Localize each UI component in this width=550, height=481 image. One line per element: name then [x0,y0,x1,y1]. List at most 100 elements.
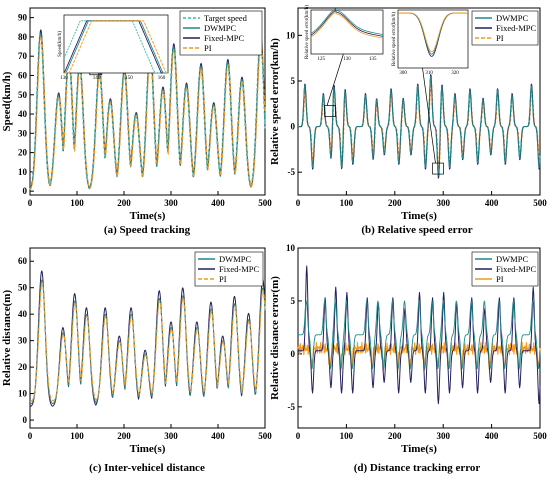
legend-label: PI [496,274,504,284]
y-tick-label: -5 [288,402,296,412]
x-tick-label: 400 [485,198,499,208]
zoom-marker-2 [432,162,444,175]
inset-tick-label: 160 [158,76,166,81]
series-dwmpc [298,75,541,177]
x-tick-label: 300 [436,431,450,441]
inset-tick-label: 320 [451,71,459,76]
legend-label: Fixed-MPC [219,264,259,274]
x-tick-label: 200 [388,431,402,441]
inset1-dwmpc [310,8,384,36]
inset-speed: 130 140 150 160 Speed(km/h) [58,14,169,81]
inset1-pi [310,12,384,39]
y-tick-label: 30 [18,336,28,346]
legend-label: DWMPC [496,254,528,264]
inset1-fixed [310,10,384,37]
legend-label: PI [204,43,212,53]
chart-inter-vehicle-distance: 0 100 200 300 400 500 0 10 20 30 40 50 60 Time(s) Rela… [1,247,272,474]
zoom-arrow-1 [326,53,344,106]
x-axis-label: Time(s) [130,210,166,222]
x-tick-label: 500 [258,431,272,441]
legend-label: DWMPC [496,13,528,23]
x-tick-label: 400 [211,431,225,441]
y-axis-label: Relative distance error(m) [269,276,281,400]
y-tick-label: -5 [288,167,296,177]
x-axis-label: Time(s) [401,443,437,455]
x-tick-label: 200 [388,198,402,208]
inset-tick-label: 310 [425,71,433,76]
x-tick-label: 500 [533,431,547,441]
plot-frame [297,7,541,196]
series-fixed-mpc [29,270,266,408]
y-tick-label: 50 [18,283,28,293]
y-tick-label: 10 [286,30,296,40]
inset2-pi [398,12,468,53]
zoom-marker-1 [324,105,336,117]
inset-ylabel: Relative speed error(km/h) [305,5,310,59]
chart-speed-tracking: 0 100 200 300 400 500 0 10 20 30 40 50 60 70 80 90 Time(… [1,7,272,236]
inset-relative-error-1: 125 130 135 Relative speed error(km/h) [305,5,384,62]
y-tick-label: 40 [18,109,28,119]
y-tick-label: 0 [23,186,28,196]
x-tick-label: 400 [211,198,225,208]
legend-label: Fixed-MPC [496,264,536,274]
y-tick-label: 60 [18,256,28,266]
x-tick-label: 200 [117,431,131,441]
inset-tick-label: 125 [318,57,326,62]
zoom-arrow-2 [422,67,436,164]
series-pi [29,281,266,402]
x-axis-label: Time(s) [130,443,166,455]
inset-frame [310,9,384,55]
y-tick-label: 60 [18,70,28,80]
inset-ylabel: Speed(km/h) [58,31,63,57]
x-tick-label: 500 [533,198,547,208]
inset-frame [63,14,169,74]
inset-tick-label: 130 [60,76,68,81]
y-tick-label: 0 [291,122,296,132]
x-tick-label: 300 [164,198,178,208]
y-tick-label: 20 [18,148,28,158]
y-tick-label: 5 [291,296,296,306]
inset-relative-error-2: 300 310 320 Relative speed error(km/h) [392,9,469,76]
inset-ylabel: Relative speed error(km/h) [392,12,397,66]
chart-caption: (b) Relative speed error [361,224,472,236]
series-dwmpc [298,300,541,370]
x-tick-label: 0 [28,198,33,208]
x-tick-label: 400 [485,431,499,441]
legend-label: DWMPC [204,23,236,33]
x-tick-label: 500 [258,198,272,208]
chart-caption: (d) Distance tracking error [354,462,481,474]
y-axis-label: Speed(km/h) [1,71,13,131]
inset-tick-label: 135 [369,57,377,62]
chart-caption: (c) Inter-vehicel distance [89,462,205,474]
y-tick-label: 90 [18,13,28,23]
inset-tick-label: 140 [93,76,101,81]
x-tick-label: 200 [117,198,131,208]
x-axis-label: Time(s) [401,210,437,222]
series-pi [29,35,266,191]
x-tick-label: 100 [340,431,354,441]
y-tick-label: 20 [18,362,28,372]
y-tick-label: 40 [18,309,28,319]
x-tick-label: 100 [70,198,84,208]
y-tick-label: 10 [286,243,296,253]
x-tick-label: 300 [436,198,450,208]
inset-tick-label: 300 [399,71,407,76]
inset-tick-label: 130 [343,57,351,62]
chart-relative-speed-error: 0 100 200 300 400 500 -5 0 5 10 Time(s) Relative sp… [269,5,547,236]
y-tick-label: 0 [291,349,296,359]
legend-label: Target speed [204,13,248,23]
x-tick-label: 0 [28,431,33,441]
inset-frame [397,9,469,69]
y-axis-label: Relative distance(m) [1,290,13,387]
x-tick-label: 100 [70,431,84,441]
x-tick-label: 100 [340,198,354,208]
legend-label: PI [496,33,504,43]
x-tick-label: 300 [164,431,178,441]
plot-frame [297,247,541,429]
y-tick-label: 70 [18,51,28,61]
y-tick-label: 10 [18,389,28,399]
legend-label: DWMPC [219,254,251,264]
inset-pi [64,20,168,74]
y-tick-label: 5 [291,76,296,86]
